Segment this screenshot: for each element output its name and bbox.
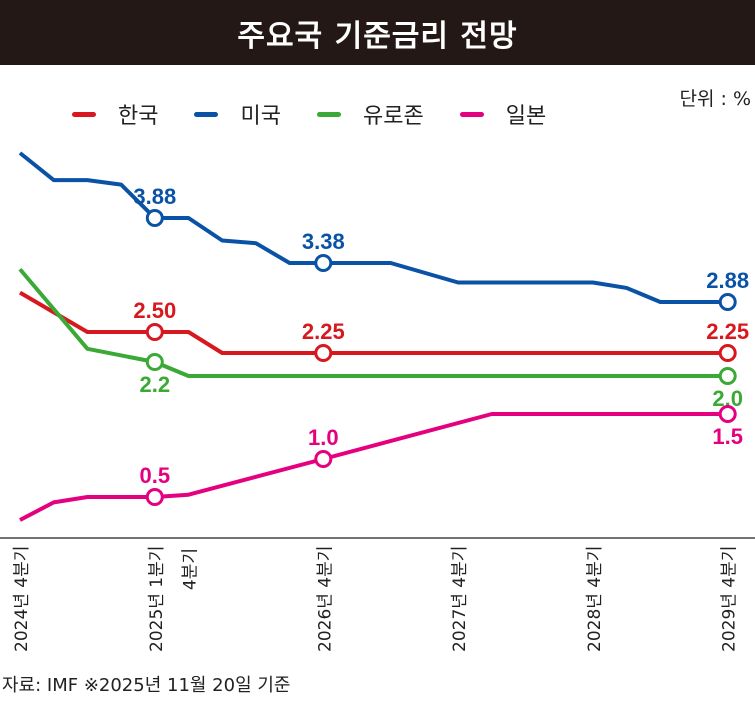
series-line [18,151,728,304]
data-point-marker [314,450,333,468]
data-label: 0.5 [140,463,171,488]
x-tick-label: 2026년 4분기 [315,546,335,652]
legend-label: 일본 [505,104,547,129]
data-point-marker [145,209,164,227]
x-tick-label: 2029년 4분기 [720,546,740,652]
legend-item: 한국 [72,98,158,130]
data-point-marker [718,344,737,362]
data-label: 1.0 [308,425,339,450]
legend-swatch [316,111,341,117]
legend: 한국 미국 유로존 일본 [72,98,582,130]
data-label: 2.50 [133,298,176,323]
data-label: 3.88 [133,184,176,209]
data-point-marker [314,344,333,362]
x-tick-label: 2025년 1분기 [147,546,167,652]
data-point-marker [314,254,333,272]
data-label: 3.38 [302,229,345,254]
data-point-marker [718,367,737,385]
data-point-marker [718,405,737,423]
chart-title: 주요국 기준금리 전망 [237,18,518,54]
data-label: 2.25 [706,319,749,344]
legend-label: 미국 [240,104,281,129]
x-tick-label: 2024년 4분기 [12,546,32,652]
data-point-marker [145,323,164,341]
legend-swatch [194,111,219,117]
series-line [18,290,728,355]
title-bar: 주요국 기준금리 전망 [0,0,755,65]
legend-swatch [72,111,96,117]
data-label: 1.5 [712,424,743,449]
unit-label: 단위 : % [679,88,752,110]
legend-swatch [459,111,484,117]
x-tick-label: 2027년 4분기 [450,546,470,652]
x-tick-label: 4분기 [181,548,201,590]
source-note: 자료: IMF ※2025년 11월 20일 기준 [2,675,291,696]
data-label: 2.88 [706,268,749,293]
legend-item: 유로존 [316,98,424,130]
x-tick-label: 2028년 4분기 [585,546,605,652]
data-point-marker [718,293,737,311]
legend-label: 유로존 [362,104,424,129]
legend-item: 일본 [459,98,547,130]
data-point-marker [145,353,164,371]
legend-item: 미국 [194,98,281,130]
data-point-marker [145,488,164,506]
series-line [19,412,728,522]
data-label: 2.25 [302,319,345,344]
legend-label: 한국 [118,104,159,129]
data-label: 2.2 [140,372,171,397]
